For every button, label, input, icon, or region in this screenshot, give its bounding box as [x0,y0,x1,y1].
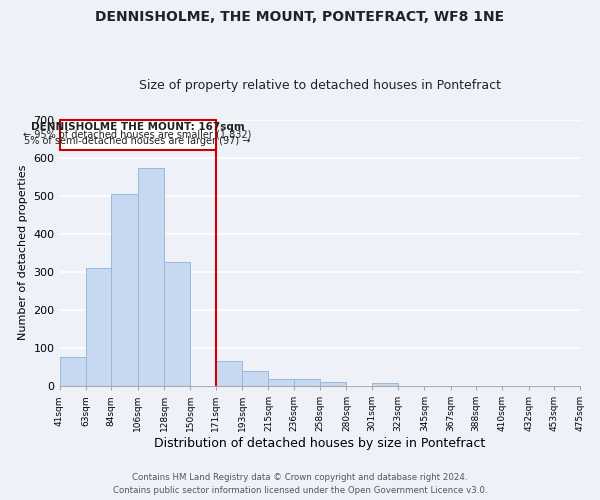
Y-axis label: Number of detached properties: Number of detached properties [18,165,28,340]
X-axis label: Distribution of detached houses by size in Pontefract: Distribution of detached houses by size … [154,437,485,450]
Bar [86,268,111,386]
FancyBboxPatch shape [59,120,215,150]
Text: DENNISHOLME, THE MOUNT, PONTEFRACT, WF8 1NE: DENNISHOLME, THE MOUNT, PONTEFRACT, WF8 … [95,10,505,24]
Bar [137,168,164,386]
Text: 5% of semi-detached houses are larger (97) →: 5% of semi-detached houses are larger (9… [25,136,251,146]
Text: DENNISHOLME THE MOUNT: 167sqm: DENNISHOLME THE MOUNT: 167sqm [31,122,244,132]
Bar [111,194,137,386]
Bar [242,371,268,386]
Bar [293,379,320,386]
Bar [59,358,86,386]
Title: Size of property relative to detached houses in Pontefract: Size of property relative to detached ho… [139,79,501,92]
Text: ← 95% of detached houses are smaller (1,832): ← 95% of detached houses are smaller (1,… [23,129,252,139]
Text: Contains HM Land Registry data © Crown copyright and database right 2024.
Contai: Contains HM Land Registry data © Crown c… [113,474,487,495]
Bar [164,262,190,386]
Bar [215,361,242,386]
Bar [320,382,346,386]
Bar [268,379,293,386]
Bar [371,383,398,386]
